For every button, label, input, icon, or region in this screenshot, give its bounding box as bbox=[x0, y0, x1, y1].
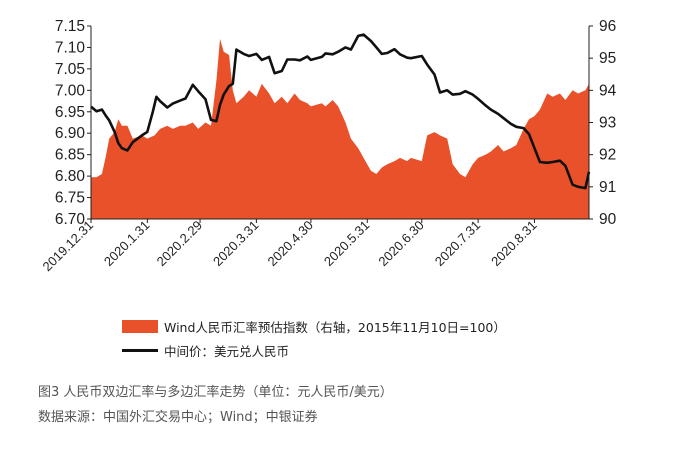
right-tick-label: 92 bbox=[599, 147, 616, 164]
left-tick-label: 7.10 bbox=[55, 39, 86, 56]
x-tick-label: 2020.2.29 bbox=[154, 218, 206, 270]
right-tick-label: 91 bbox=[599, 179, 616, 196]
chart-canvas: 6.70 6.75 6.80 6.85 6.90 6.95 7.00 7.05 7.10 7.15… bbox=[39, 18, 617, 275]
left-tick-label: 6.80 bbox=[55, 168, 86, 185]
legend-area-label: Wind人民币汇率预估指数（右轴，2015年11月10日=100） bbox=[164, 320, 506, 335]
x-tick-label: 2020.3.31 bbox=[210, 218, 262, 270]
left-tick-label: 6.75 bbox=[55, 190, 85, 207]
left-tick-label: 7.15 bbox=[55, 18, 85, 35]
left-tick-label: 6.90 bbox=[55, 125, 86, 142]
area-series-layer bbox=[91, 38, 589, 220]
legend-area-swatch bbox=[122, 320, 158, 333]
x-axis-ticks: 2019.12.31 2020.1.31 2020.2.29 2020.3.31 202… bbox=[39, 218, 539, 275]
legend-area-item: Wind人民币汇率预估指数（右轴，2015年11月10日=100） bbox=[122, 317, 506, 336]
left-tick-label: 7.05 bbox=[55, 61, 85, 78]
right-tick-label: 94 bbox=[599, 82, 617, 99]
legend-line-label: 中间价：美元兑人民币 bbox=[164, 344, 290, 359]
left-tick-label: 6.95 bbox=[55, 104, 85, 121]
left-axis-ticks: 6.70 6.75 6.80 6.85 6.90 6.95 7.00 7.05 7.10 7.15 bbox=[55, 18, 91, 228]
right-tick-label: 90 bbox=[599, 211, 617, 228]
figure-caption: 图3 人民币双边汇率与多边汇率走势（单位：元人民币/美元） bbox=[38, 385, 393, 400]
x-tick-label: 2020.6.30 bbox=[375, 218, 427, 270]
usdcny-midrate-line bbox=[90, 33, 591, 190]
right-tick-label: 95 bbox=[599, 50, 616, 67]
x-tick-label: 2020.8.31 bbox=[488, 218, 540, 270]
left-tick-label: 6.85 bbox=[55, 147, 85, 164]
x-tick-label: 2020.5.31 bbox=[321, 218, 373, 270]
legend-line-swatch bbox=[122, 349, 158, 352]
source-note: 数据来源：中国外汇交易中心；Wind；中银证券 bbox=[38, 410, 318, 425]
x-tick-label: 2020.1.31 bbox=[101, 218, 153, 270]
right-axis-ticks: 90 91 92 93 94 95 96 bbox=[589, 18, 617, 228]
right-tick-label: 96 bbox=[599, 18, 616, 35]
x-tick-label: 2020.7.31 bbox=[432, 218, 484, 270]
legend-line-item: 中间价：美元兑人民币 bbox=[122, 341, 289, 360]
x-tick-label: 2020.4.30 bbox=[265, 218, 317, 270]
left-tick-label: 7.00 bbox=[55, 82, 86, 99]
right-tick-label: 93 bbox=[599, 115, 616, 132]
wind-index-area bbox=[91, 38, 589, 220]
left-tick-label: 6.70 bbox=[55, 211, 86, 228]
line-series-layer bbox=[90, 33, 591, 190]
